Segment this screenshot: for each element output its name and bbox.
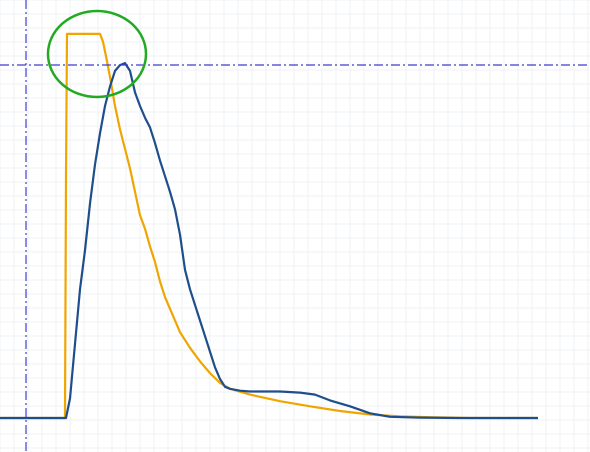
series-line-1 [0, 32, 538, 420]
series-layer [0, 32, 538, 420]
annotation-layer [46, 9, 148, 99]
series-line-2 [0, 61, 538, 420]
annotation-ellipse [46, 9, 148, 99]
